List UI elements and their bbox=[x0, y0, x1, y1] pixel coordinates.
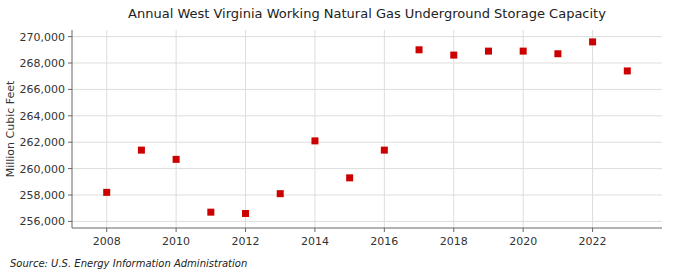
point bbox=[346, 174, 353, 181]
x-tick bbox=[314, 228, 315, 232]
y-tick-label: 268,000 bbox=[20, 57, 66, 70]
x-grid-line bbox=[314, 30, 315, 228]
x-tick-label: 2022 bbox=[579, 235, 607, 248]
y-tick bbox=[68, 115, 72, 116]
x-tick bbox=[106, 228, 107, 232]
x-tick-label: 2016 bbox=[370, 235, 398, 248]
y-tick-label: 264,000 bbox=[20, 110, 66, 123]
point bbox=[242, 210, 249, 217]
point bbox=[207, 209, 214, 216]
x-tick bbox=[523, 228, 524, 232]
point bbox=[103, 189, 110, 196]
x-axis-line bbox=[72, 228, 662, 229]
point bbox=[520, 48, 527, 55]
x-grid-line bbox=[592, 30, 593, 228]
point bbox=[624, 67, 631, 74]
x-tick-label: 2010 bbox=[162, 235, 190, 248]
x-grid-line bbox=[384, 30, 385, 228]
grid bbox=[72, 30, 662, 228]
x-grid-line bbox=[523, 30, 524, 228]
y-tick bbox=[68, 142, 72, 143]
y-axis-label: Million Cubic Feet bbox=[4, 80, 17, 177]
point bbox=[554, 50, 561, 57]
x-grid-line bbox=[453, 30, 454, 228]
y-axis-line bbox=[72, 30, 73, 228]
y-grid-line bbox=[72, 142, 662, 143]
y-tick bbox=[68, 221, 72, 222]
point bbox=[173, 156, 180, 163]
y-tick-label: 258,000 bbox=[20, 189, 66, 202]
x-grid-line bbox=[106, 30, 107, 228]
y-tick bbox=[68, 36, 72, 37]
point bbox=[311, 137, 318, 144]
x-tick bbox=[453, 228, 454, 232]
point bbox=[485, 48, 492, 55]
y-grid-line bbox=[72, 168, 662, 169]
y-grid-line bbox=[72, 115, 662, 116]
y-grid-line bbox=[72, 195, 662, 196]
y-tick-label: 270,000 bbox=[20, 31, 66, 44]
source-note: Source: U.S. Energy Information Administ… bbox=[10, 258, 247, 269]
point bbox=[277, 190, 284, 197]
x-grid-line bbox=[176, 30, 177, 228]
x-tick bbox=[384, 228, 385, 232]
x-tick-label: 2018 bbox=[440, 235, 468, 248]
x-tick bbox=[176, 228, 177, 232]
x-tick-label: 2014 bbox=[301, 235, 329, 248]
y-tick bbox=[68, 168, 72, 169]
point bbox=[450, 52, 457, 59]
x-tick-label: 2008 bbox=[93, 235, 121, 248]
point bbox=[381, 147, 388, 154]
point bbox=[138, 147, 145, 154]
y-tick-label: 266,000 bbox=[20, 83, 66, 96]
chart: 256,000 258,000 260,000 262,000 264,000 266,0… bbox=[0, 0, 675, 275]
y-tick-label: 256,000 bbox=[20, 215, 66, 228]
x-tick bbox=[245, 228, 246, 232]
y-tick-label: 260,000 bbox=[20, 163, 66, 176]
x-tick-label: 2012 bbox=[232, 235, 260, 248]
y-tick bbox=[68, 195, 72, 196]
y-tick bbox=[68, 89, 72, 90]
y-grid-line bbox=[72, 63, 662, 64]
y-grid-line bbox=[72, 36, 662, 37]
y-grid-line bbox=[72, 89, 662, 90]
y-tick-label: 262,000 bbox=[20, 136, 66, 149]
x-tick bbox=[592, 228, 593, 232]
x-tick-label: 2020 bbox=[509, 235, 537, 248]
points bbox=[103, 38, 631, 217]
point bbox=[416, 46, 423, 53]
x-grid-line bbox=[245, 30, 246, 228]
y-tick bbox=[68, 63, 72, 64]
title: Annual West Virginia Working Natural Gas… bbox=[128, 6, 606, 21]
point bbox=[589, 38, 596, 45]
y-grid-line bbox=[72, 221, 662, 222]
